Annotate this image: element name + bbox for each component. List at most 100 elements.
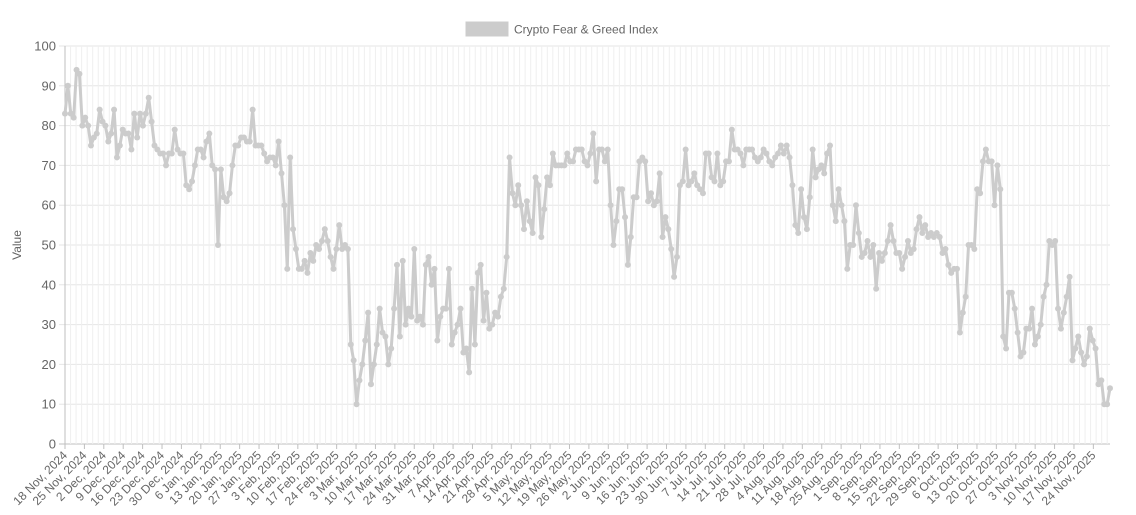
data-point[interactable] — [899, 265, 906, 272]
data-point[interactable] — [512, 202, 519, 209]
data-point[interactable] — [763, 150, 770, 157]
data-point[interactable] — [619, 186, 626, 193]
data-point[interactable] — [148, 118, 155, 125]
data-point[interactable] — [627, 234, 634, 241]
data-point[interactable] — [64, 82, 71, 89]
data-point[interactable] — [1063, 293, 1070, 300]
data-point[interactable] — [356, 377, 363, 384]
data-point[interactable] — [590, 130, 597, 137]
data-point[interactable] — [919, 230, 926, 237]
data-point[interactable] — [570, 158, 577, 165]
data-point[interactable] — [376, 305, 383, 312]
data-point[interactable] — [622, 214, 629, 221]
data-point[interactable] — [1083, 353, 1090, 360]
data-point[interactable] — [229, 162, 236, 169]
data-point[interactable] — [298, 265, 305, 272]
data-point[interactable] — [977, 190, 984, 197]
data-point[interactable] — [324, 238, 331, 245]
data-point[interactable] — [824, 150, 831, 157]
data-point[interactable] — [235, 142, 242, 149]
data-point[interactable] — [682, 146, 689, 153]
data-point[interactable] — [913, 226, 920, 233]
data-point[interactable] — [520, 226, 527, 233]
data-point[interactable] — [902, 253, 909, 260]
data-point[interactable] — [971, 245, 978, 252]
data-point[interactable] — [391, 305, 398, 312]
data-point[interactable] — [881, 249, 888, 256]
data-point[interactable] — [518, 202, 525, 209]
data-point[interactable] — [832, 218, 839, 225]
data-point[interactable] — [419, 321, 426, 328]
data-point[interactable] — [749, 146, 756, 153]
data-point[interactable] — [1086, 325, 1093, 332]
data-point[interactable] — [278, 170, 285, 177]
data-point[interactable] — [1020, 349, 1027, 356]
data-point[interactable] — [131, 110, 138, 117]
data-point[interactable] — [385, 361, 392, 368]
data-point[interactable] — [850, 242, 857, 248]
data-point[interactable] — [500, 285, 507, 292]
data-point[interactable] — [633, 194, 640, 201]
data-point[interactable] — [171, 126, 178, 133]
data-point[interactable] — [1000, 333, 1007, 340]
data-point[interactable] — [561, 162, 568, 169]
data-point[interactable] — [402, 321, 409, 328]
data-point[interactable] — [215, 242, 221, 248]
data-point[interactable] — [292, 245, 299, 252]
data-point[interactable] — [469, 285, 476, 292]
data-point[interactable] — [962, 293, 969, 300]
data-point[interactable] — [1031, 341, 1038, 348]
data-point[interactable] — [163, 162, 170, 169]
data-point[interactable] — [870, 242, 877, 248]
data-point[interactable] — [1104, 401, 1111, 408]
data-point[interactable] — [443, 305, 450, 312]
data-point[interactable] — [269, 154, 276, 161]
data-point[interactable] — [79, 122, 86, 129]
data-point[interactable] — [495, 313, 502, 320]
data-point[interactable] — [506, 154, 513, 161]
data-point[interactable] — [454, 321, 461, 328]
data-point[interactable] — [408, 313, 415, 320]
data-point[interactable] — [844, 265, 851, 272]
data-point[interactable] — [189, 178, 196, 185]
data-point[interactable] — [1052, 238, 1059, 245]
data-point[interactable] — [806, 194, 813, 201]
data-point[interactable] — [445, 265, 452, 272]
data-point[interactable] — [648, 190, 655, 197]
data-point[interactable] — [62, 110, 68, 117]
data-point[interactable] — [497, 293, 504, 300]
data-point[interactable] — [327, 253, 334, 260]
data-point[interactable] — [656, 170, 663, 177]
data-point[interactable] — [801, 214, 808, 221]
data-point[interactable] — [1040, 293, 1047, 300]
data-point[interactable] — [160, 150, 167, 157]
data-point[interactable] — [373, 341, 380, 348]
data-point[interactable] — [310, 257, 317, 264]
data-point[interactable] — [1078, 349, 1085, 356]
data-point[interactable] — [936, 234, 943, 241]
data-point[interactable] — [668, 245, 675, 252]
data-point[interactable] — [954, 265, 960, 272]
data-point[interactable] — [509, 190, 516, 197]
data-point[interactable] — [448, 341, 455, 348]
data-point[interactable] — [653, 198, 660, 205]
data-point[interactable] — [142, 110, 149, 117]
data-point[interactable] — [945, 261, 952, 268]
data-point[interactable] — [246, 138, 253, 145]
data-point[interactable] — [284, 265, 291, 272]
data-point[interactable] — [463, 345, 470, 352]
data-point[interactable] — [321, 226, 328, 233]
data-point[interactable] — [916, 214, 923, 221]
data-point[interactable] — [191, 162, 198, 169]
data-point[interactable] — [362, 337, 369, 344]
data-point[interactable] — [137, 110, 144, 117]
data-point[interactable] — [1037, 321, 1044, 328]
data-point[interactable] — [85, 122, 92, 129]
data-point[interactable] — [861, 249, 868, 256]
data-point[interactable] — [515, 182, 522, 189]
data-point[interactable] — [70, 114, 77, 121]
data-point[interactable] — [725, 158, 732, 165]
data-point[interactable] — [489, 321, 496, 328]
data-point[interactable] — [956, 329, 963, 336]
data-point[interactable] — [336, 222, 343, 229]
